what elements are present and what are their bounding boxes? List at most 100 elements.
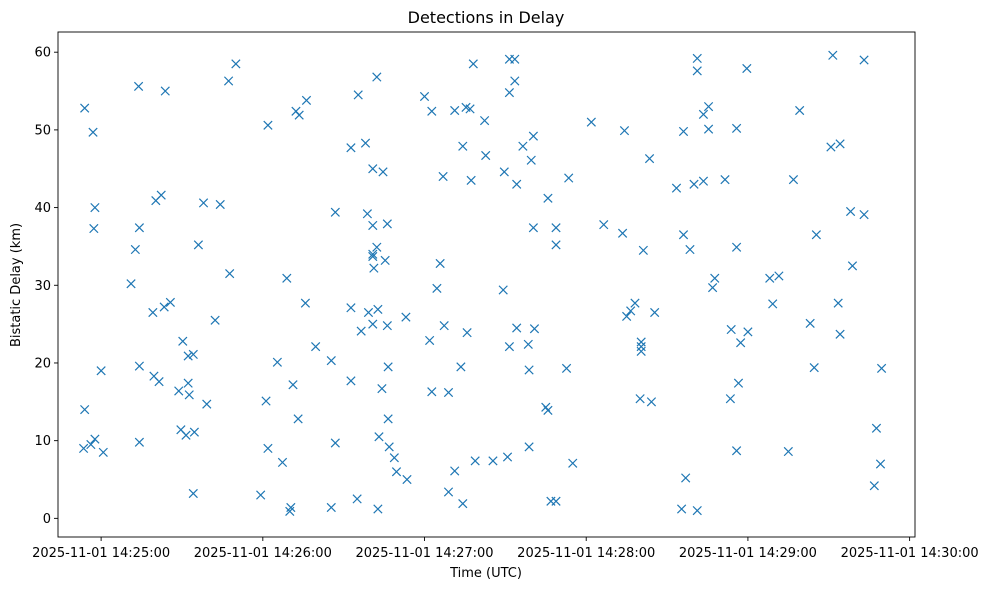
data-point (435, 258, 445, 269)
data-point (726, 324, 736, 335)
data-point (561, 363, 572, 374)
data-points (78, 50, 887, 516)
data-point (126, 279, 136, 289)
data-point (765, 273, 775, 283)
data-point (90, 434, 100, 444)
data-point (551, 496, 561, 506)
data-point (462, 328, 472, 338)
data-point (488, 456, 498, 466)
data-point (382, 321, 392, 331)
data-point (88, 127, 98, 137)
x-tick-label: 2025-11-01 14:28:00 (517, 546, 655, 561)
data-point (743, 327, 753, 337)
data-point (425, 335, 435, 346)
data-point (378, 167, 388, 177)
y-tick-label: 0 (43, 512, 51, 527)
data-point (372, 242, 382, 252)
data-point (710, 273, 720, 283)
data-point (346, 376, 356, 386)
data-point (160, 86, 170, 96)
data-point (263, 443, 273, 454)
data-point (188, 488, 198, 499)
data-point (353, 90, 363, 100)
data-point (360, 138, 371, 148)
data-point (215, 199, 225, 210)
data-point (646, 397, 657, 407)
data-point (184, 390, 194, 400)
data-point (193, 240, 204, 250)
data-point (256, 490, 266, 500)
data-point (181, 430, 191, 440)
data-point (311, 342, 321, 352)
data-point (98, 447, 108, 457)
data-point (223, 76, 234, 86)
data-point (788, 174, 799, 185)
data-point (401, 312, 411, 322)
data-point (438, 171, 448, 182)
data-point (622, 311, 632, 321)
data-point (389, 453, 399, 463)
data-point (80, 404, 90, 415)
data-point (499, 167, 509, 177)
data-point (362, 209, 373, 219)
data-point (134, 223, 145, 233)
data-point (828, 50, 838, 60)
data-point (692, 53, 702, 64)
x-tick-label: 2025-11-01 14:26:00 (194, 546, 332, 561)
data-point (382, 219, 392, 229)
data-point (183, 378, 193, 388)
data-point (346, 303, 356, 313)
data-point (859, 209, 869, 220)
data-point (326, 356, 336, 366)
data-point (676, 504, 687, 514)
data-point (742, 63, 752, 74)
data-point (391, 467, 402, 477)
data-point (456, 362, 466, 372)
data-point (736, 338, 746, 348)
data-point (504, 87, 515, 98)
data-point (439, 321, 449, 331)
data-point (470, 456, 480, 466)
x-axis-label: Time (UTC) (449, 566, 522, 581)
data-point (383, 414, 393, 424)
data-point (523, 339, 533, 349)
data-point (685, 244, 695, 255)
data-point (368, 319, 378, 329)
data-point (681, 473, 691, 483)
data-point (626, 306, 636, 316)
data-point (847, 261, 858, 271)
data-point (809, 363, 819, 373)
data-point (703, 124, 714, 134)
data-point (698, 176, 709, 186)
data-point (380, 255, 390, 266)
data-point (198, 198, 209, 208)
data-point (678, 230, 689, 240)
data-point (636, 346, 646, 356)
data-point (528, 131, 539, 141)
data-point (368, 249, 378, 259)
data-point (707, 282, 718, 293)
data-point (529, 324, 540, 334)
data-point (481, 150, 491, 161)
data-point (524, 442, 534, 452)
data-point (465, 104, 475, 114)
data-point (301, 95, 312, 105)
data-point (564, 173, 574, 183)
data-point (586, 117, 596, 127)
data-point (210, 315, 220, 325)
data-point (783, 446, 793, 457)
data-point (458, 498, 468, 509)
data-point (368, 220, 378, 231)
data-point (134, 437, 145, 447)
y-axis-label: Bistatic Delay (km) (9, 223, 24, 347)
data-point (731, 242, 742, 252)
data-point (263, 120, 273, 130)
data-point (202, 399, 212, 409)
data-point (133, 81, 144, 92)
data-point (644, 154, 655, 164)
data-point (134, 361, 145, 371)
data-point (78, 443, 89, 454)
data-point (871, 423, 882, 433)
data-point (369, 263, 379, 273)
data-point (826, 142, 836, 152)
